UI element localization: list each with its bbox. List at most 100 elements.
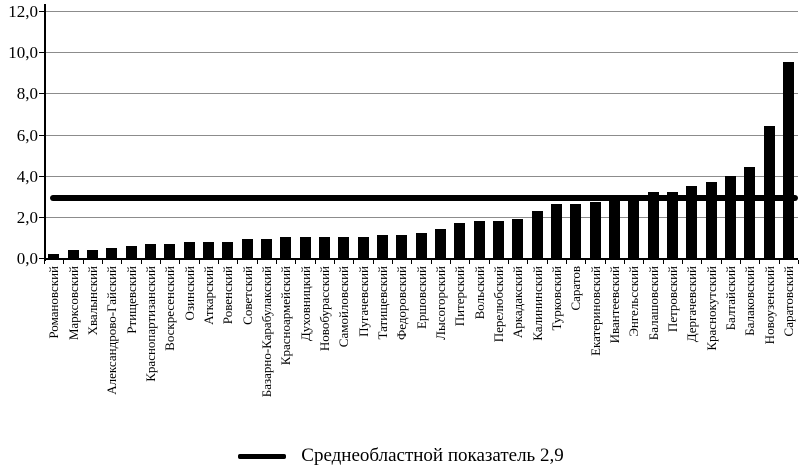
x-axis-tick [450,260,451,264]
x-axis-category-label-text: Духовницкий [297,266,313,342]
bar [782,62,794,258]
x-axis-tick [160,260,161,264]
x-axis-tick [82,260,84,264]
average-line-legend-swatch-icon [238,453,287,459]
bar [67,249,79,258]
x-axis-tick [527,260,529,264]
x-axis-category-label-text: Питерский [452,266,468,327]
x-axis-tick [682,260,683,264]
bar [338,237,350,258]
y-axis-tick-label: 2,0 [16,207,38,227]
bar [550,204,562,258]
x-axis-category-label-text: Озинский [181,266,197,321]
bar [86,249,98,258]
bar [589,202,601,258]
x-axis-tick [372,260,374,264]
bar [744,167,756,258]
x-axis-tick [430,260,432,264]
bar [357,237,369,258]
y-axis-tick [39,258,44,259]
x-axis-tick [276,260,277,264]
bar [570,204,582,258]
x-axis-tick [353,260,355,264]
x-axis-category-label-text: Саратовский [780,266,796,337]
bar [666,192,678,258]
x-axis-tick [334,260,335,264]
x-axis-tick [411,260,413,264]
y-gridline [44,134,798,136]
bar [164,243,176,258]
x-axis-category-label-text: Хвалынский [84,266,100,336]
x-axis-tick [256,260,258,264]
y-axis-tick-label: 12,0 [8,2,38,21]
x-axis-tick [643,260,645,264]
x-axis-category-label-text: Новоузенский [761,266,777,345]
x-axis-tick [759,260,761,264]
x-axis-category-label-text: Базарно-Карабулакский [258,266,274,398]
x-axis-category-label-text: Новобурасский [316,266,332,352]
x-axis-category-label-text: Екатериновский [587,266,603,356]
x-axis-tick [314,260,316,264]
bar [724,175,736,258]
x-axis-category-label-text: Самойловский [336,266,352,348]
average-line [50,195,798,202]
x-axis-category-label-text: Перелюбский [490,266,506,343]
y-gridline [44,11,798,12]
average-line-legend-label: Среднеобластной показатель 2,9 [301,445,564,466]
x-axis-category-label-text: Краснопартизанский [142,266,158,382]
bar [222,241,234,258]
x-axis-category-label-text: Балтайский [722,266,738,331]
y-axis-tick [39,134,44,136]
bar [705,181,717,258]
x-axis-tick [237,260,239,264]
x-axis-category-label-text: Ртищевский [123,266,139,334]
y-axis-tick-label: 8,0 [16,84,38,104]
x-axis-category-label-text: Татищевский [374,266,390,340]
x-axis-category-label-text: Аткарский [200,266,216,325]
x-axis-category-label-text: Федоровский [394,266,410,341]
x-axis-category-label-text: Дергачевский [684,266,700,343]
x-axis-tick [179,260,181,264]
bar [125,245,137,258]
bar [376,235,388,258]
bar [144,243,156,258]
x-axis-category-label-text: Аркадакский [510,266,526,339]
bar [628,196,640,258]
x-axis-tick [546,260,548,264]
y-axis-tick-label: 6,0 [16,125,38,145]
y-axis-tick [39,175,44,177]
x-axis-tick [508,260,509,264]
bar [647,192,659,258]
y-axis-tick [39,216,44,218]
x-axis-tick [798,260,799,264]
x-axis-category-label-text: Краснокутский [703,266,719,351]
x-axis-tick [778,260,780,264]
x-axis-category-label-text: Ивантеевский [606,266,622,344]
x-axis-tick [720,260,722,264]
x-axis-tick [662,260,664,264]
y-axis-tick [39,93,44,95]
x-axis-tick [218,260,219,264]
bar [686,185,698,258]
bar [531,210,543,258]
x-axis-tick [140,260,142,264]
x-axis-category-label-text: Балаковский [742,266,758,336]
x-axis-category-label-text: Красноармейский [278,266,294,366]
x-axis-tick [44,260,45,264]
x-axis-tick [585,260,587,264]
bar [280,237,292,258]
x-axis-category-label-text: Александрово-Гайский [104,266,120,395]
legend: Среднеобластной показатель 2,9 [0,444,802,468]
x-axis-tick [102,260,103,264]
x-axis-tick [488,260,490,264]
x-axis-category-label-text: Лысогорский [432,266,448,340]
x-axis-tick [198,260,200,264]
y-axis-tick-label: 0,0 [16,249,38,268]
x-axis-category-label-text: Романовский [46,266,62,339]
y-gridline [44,216,798,218]
x-axis-line [44,258,798,260]
x-axis-tick [624,260,625,264]
bar [434,229,446,258]
bar [106,247,118,258]
